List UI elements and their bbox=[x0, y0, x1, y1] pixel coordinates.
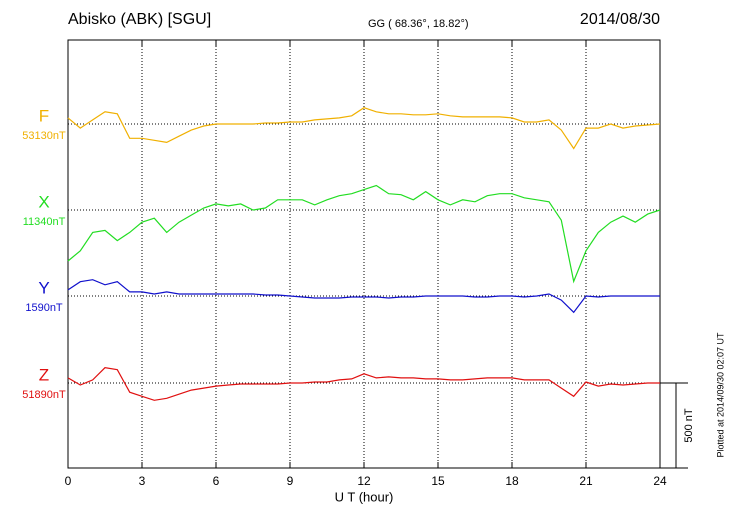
x-tick-label: 12 bbox=[357, 474, 371, 488]
x-tick-label: 3 bbox=[139, 474, 146, 488]
x-tick-label: 21 bbox=[579, 474, 593, 488]
chart-title: Abisko (ABK) [SGU] bbox=[68, 11, 211, 28]
series-name: F bbox=[39, 106, 49, 125]
x-tick-label: 6 bbox=[213, 474, 220, 488]
series-line bbox=[67, 107, 661, 150]
series-line bbox=[67, 279, 660, 314]
baseline-label: 11340nT bbox=[23, 216, 66, 228]
x-axis-label: U T (hour) bbox=[335, 489, 394, 504]
x-tick-label: 24 bbox=[653, 474, 667, 488]
chart-date: 2014/08/30 bbox=[580, 11, 660, 28]
series-name: X bbox=[38, 192, 49, 211]
baseline-label: 53130nT bbox=[22, 130, 66, 142]
baseline-label: 1590nT bbox=[25, 302, 63, 314]
x-tick-label: 15 bbox=[431, 474, 445, 488]
baseline-label: 51890nT bbox=[22, 389, 66, 401]
series-name: Z bbox=[39, 365, 49, 384]
series-line bbox=[67, 184, 661, 284]
x-tick-label: 9 bbox=[287, 474, 294, 488]
plot-note: Plotted at 2014/09/30 02:07 UT bbox=[715, 332, 725, 458]
series-name: Y bbox=[38, 278, 49, 297]
x-tick-label: 0 bbox=[65, 474, 72, 488]
station-coordinates: GG ( 68.36°, 18.82°) bbox=[368, 18, 469, 30]
x-tick-label: 18 bbox=[505, 474, 519, 488]
scale-bar-label: 500 nT bbox=[683, 408, 695, 443]
series-line bbox=[67, 367, 660, 401]
